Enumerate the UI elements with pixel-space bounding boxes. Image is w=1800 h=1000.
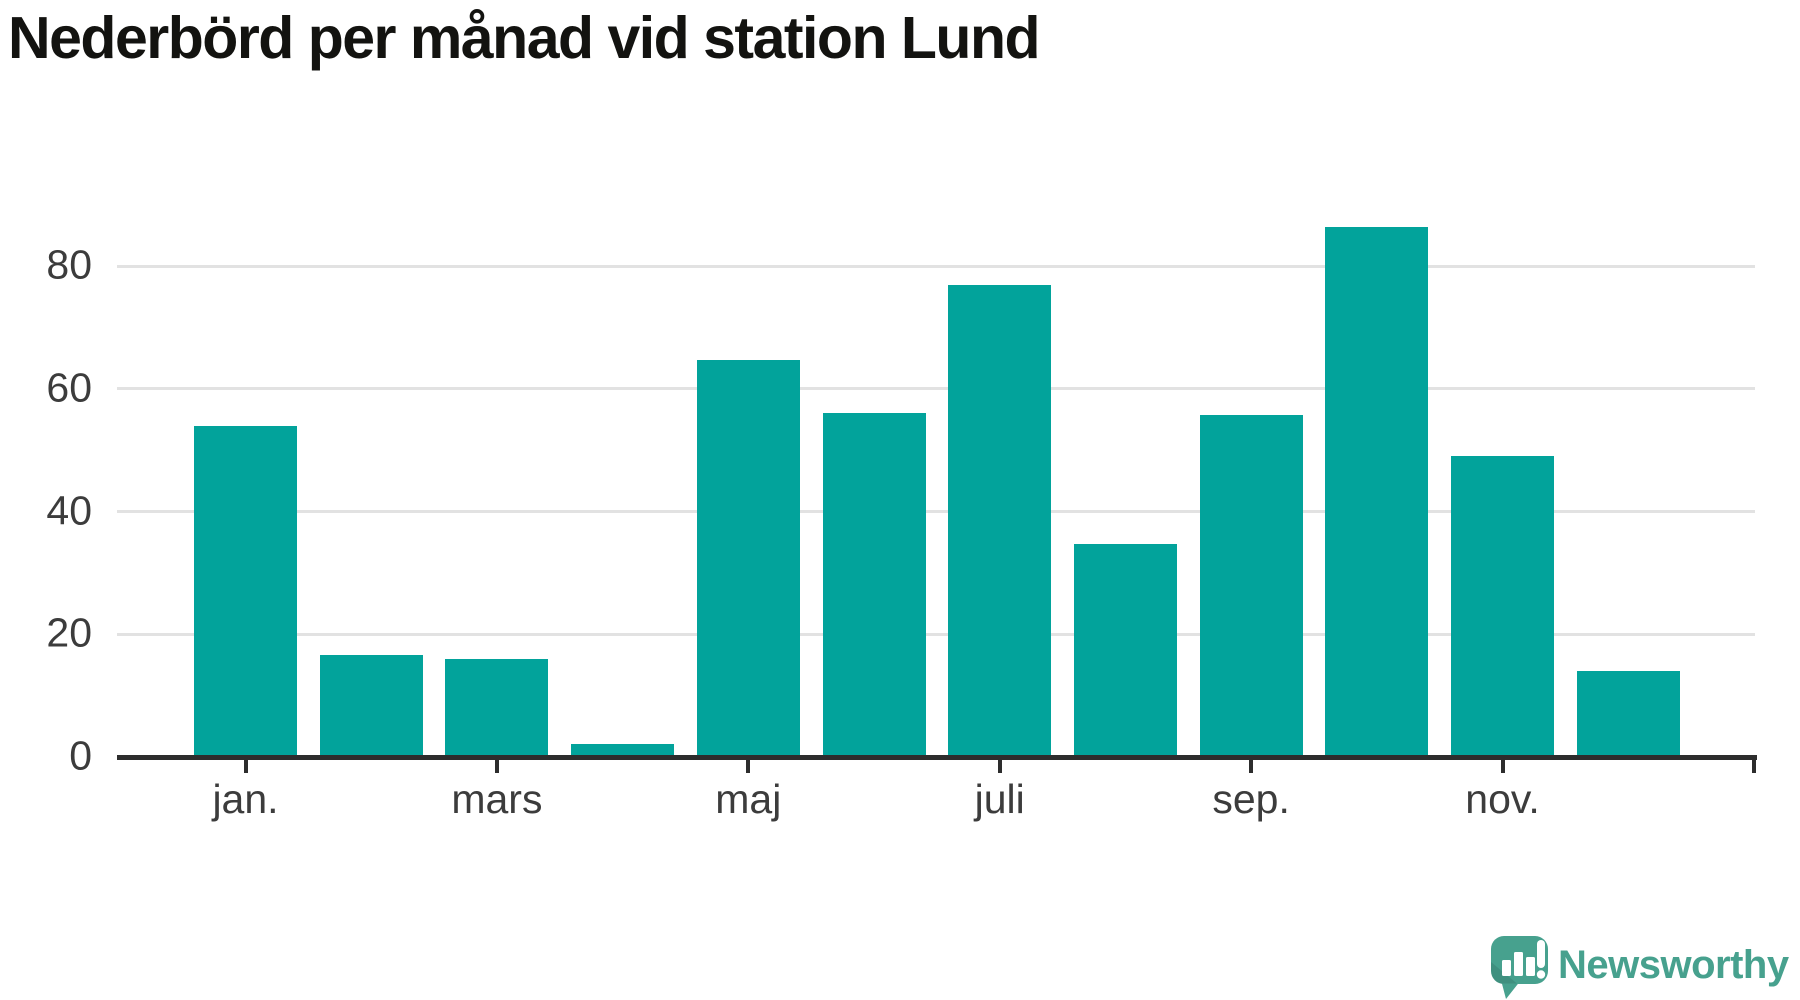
y-tick-label-0: 0 — [69, 732, 92, 779]
x-tick-label-nov: nov. — [1465, 776, 1540, 822]
x-tick-5 — [1500, 759, 1505, 773]
bar-aug — [1073, 544, 1177, 757]
bar-maj — [696, 359, 800, 757]
x-tick-3 — [997, 759, 1002, 773]
newsworthy-logo-text: Newsworthy — [1558, 943, 1789, 987]
x-tick-label-mars: mars — [451, 776, 543, 822]
bar-nov — [1451, 456, 1554, 757]
newsworthy-logo: Newsworthy — [1491, 934, 1800, 1000]
x-tick-label-juli: juli — [974, 776, 1025, 822]
newsworthy-logo-icon — [1491, 936, 1548, 999]
gridline-40 — [117, 510, 1755, 513]
y-tick-label-60: 60 — [46, 364, 92, 411]
x-tick-label-sep: sep. — [1212, 776, 1290, 822]
bar-juni — [822, 412, 926, 757]
bar-mars — [445, 659, 549, 757]
bar-juli — [948, 285, 1052, 757]
bar-okt — [1325, 226, 1429, 757]
gridline-80 — [117, 264, 1755, 268]
bar-sep — [1199, 414, 1303, 757]
x-tick-6 — [1751, 759, 1756, 773]
bar-apr — [571, 744, 675, 757]
x-tick-2 — [746, 759, 751, 773]
chart-title: Nederbörd per månad vid station Lund — [8, 5, 1041, 71]
x-tick-0 — [243, 759, 248, 773]
y-tick-label-20: 20 — [46, 609, 92, 656]
x-tick-1 — [494, 759, 499, 773]
bar-jan — [194, 425, 297, 757]
x-tick-label-maj: maj — [715, 776, 782, 822]
x-tick-4 — [1249, 759, 1254, 773]
gridline-20 — [117, 632, 1755, 636]
bar-dec — [1576, 671, 1680, 757]
x-axis-line — [117, 754, 1757, 760]
bar-feb — [319, 655, 423, 757]
x-tick-label-jan: jan. — [212, 776, 279, 822]
y-tick-label-40: 40 — [46, 487, 92, 533]
y-tick-label-80: 80 — [46, 241, 92, 288]
gridline-60 — [117, 387, 1755, 391]
